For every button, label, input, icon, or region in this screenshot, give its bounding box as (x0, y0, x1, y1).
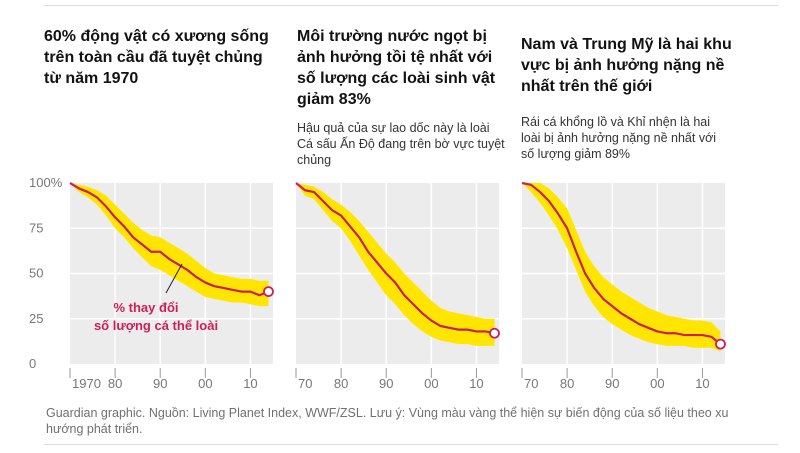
bottom-rule (44, 444, 778, 445)
panel-3-title: Nam và Trung Mỹ là hai khu vực bị ảnh hư… (521, 36, 732, 95)
annotation-leader (165, 263, 183, 294)
index-line (521, 181, 722, 345)
uncertainty-band (70, 183, 269, 307)
x-tick-label: 00 (424, 376, 438, 391)
panel-3-subtitle: Rái cá khổng lồ và Khỉ nhện là hai loài … (521, 115, 717, 161)
uncertainty-band (296, 183, 495, 346)
y-tick-label: 75 (29, 220, 43, 235)
y-tick-label: 50 (29, 266, 43, 281)
annotation-line-2: số lượng cá thể loài (94, 318, 218, 333)
x-tick-label: 80 (334, 376, 348, 391)
x-tick-label: 70 (524, 376, 538, 391)
panel-1-title: 60% động vật có xương sống trên toàn cầu… (44, 28, 269, 87)
end-point (715, 338, 726, 350)
annotation-line-1: % thay đổi (113, 300, 178, 315)
x-tick-label: 80 (560, 376, 574, 391)
chart-1: 0 25 50 75 100% 1970 80 90 00 10 (29, 175, 274, 391)
index-line (295, 182, 495, 335)
x-tick-label: 00 (650, 376, 664, 391)
x-tick-label: 70 (298, 376, 312, 391)
x-tick-label: 10 (243, 376, 257, 391)
index-line (69, 182, 269, 297)
y-tick-label: 0 (29, 356, 36, 371)
panel-2-subtitle: Hậu quả của sự lao dốc này là loài Cá sấ… (297, 121, 505, 167)
panel-2-title: Môi trường nước ngọt bị ảnh hưởng tồi tệ… (297, 28, 496, 108)
x-tick-label: 10 (469, 376, 483, 391)
top-rule (44, 5, 778, 6)
footer-note: Guardian graphic. Nguồn: Living Planet I… (46, 406, 729, 436)
x-tick-label: 10 (695, 376, 709, 391)
x-tick-label: 90 (153, 376, 167, 391)
x-tick-label: 80 (108, 376, 122, 391)
chart-3: 70 80 90 00 10 (521, 181, 726, 391)
x-tick-label: 90 (379, 376, 393, 391)
annotation: % thay đổi số lượng cá thể loài (94, 263, 218, 333)
x-tick-label: 1970 (72, 376, 101, 391)
y-tick-label: 100% (29, 175, 63, 190)
end-point (489, 327, 500, 339)
y-tick-label: 25 (29, 311, 43, 326)
uncertainty-band (522, 183, 721, 352)
x-tick-label: 00 (198, 376, 212, 391)
end-point (263, 286, 274, 298)
chart-2: 70 80 90 00 10 (295, 182, 500, 391)
x-tick-label: 90 (605, 376, 619, 391)
